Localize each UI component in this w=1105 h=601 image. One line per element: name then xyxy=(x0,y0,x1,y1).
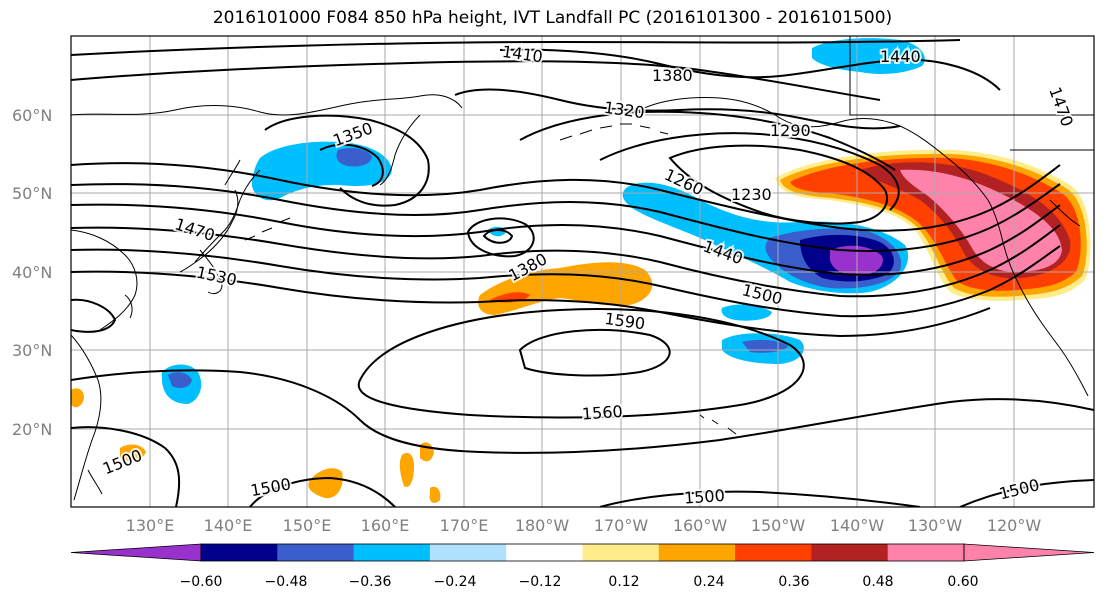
lon-tick-label: 130°E xyxy=(126,516,175,535)
colorbar-segment xyxy=(506,544,583,561)
colorbar-segment xyxy=(658,544,736,561)
lon-tick-label: 130°W xyxy=(908,516,963,535)
colorbar-segment xyxy=(735,544,812,561)
contour-label: 1560 xyxy=(581,402,623,424)
coastlines xyxy=(71,36,1094,501)
colorbar-tick-label: −0.36 xyxy=(349,574,392,590)
lon-tick-label: 150°W xyxy=(751,516,806,535)
lon-tick-label: 170°W xyxy=(594,516,649,535)
contour-labels: 1410 1380 1440 1350 1320 1290 1260 1230 … xyxy=(98,40,1079,510)
colorbar-tick-label: 0.24 xyxy=(693,574,724,590)
colorbar-labels: −0.60 −0.48 −0.36 −0.24 −0.12 0.12 0.24 … xyxy=(180,574,979,590)
lat-tick-label: 50°N xyxy=(12,184,52,203)
lat-tick-label: 40°N xyxy=(12,263,52,282)
lon-tick-label: 150°E xyxy=(283,516,332,535)
colorbar xyxy=(70,543,1095,562)
colorbar-tick-label: −0.24 xyxy=(434,574,477,590)
colorbar-segment xyxy=(811,544,889,561)
lon-tick-label: 140°W xyxy=(830,516,885,535)
colorbar-extend-high xyxy=(963,543,1095,562)
lon-tick-label: 120°W xyxy=(987,516,1042,535)
contour-label: 1500 xyxy=(683,486,725,508)
map-title: 2016101000 F084 850 hPa height, IVT Land… xyxy=(212,8,893,28)
ivt-shading xyxy=(71,38,1091,503)
contour-label: 1440 xyxy=(880,47,921,66)
colorbar-tick-label: 0.48 xyxy=(862,574,893,590)
colorbar-segment xyxy=(887,544,965,561)
lon-tick-label: 180°W xyxy=(515,516,570,535)
contour-label: 1380 xyxy=(652,66,693,85)
map-border xyxy=(70,35,1095,508)
colorbar-tick-label: 0.36 xyxy=(778,574,809,590)
lat-tick-label: 60°N xyxy=(12,106,52,125)
colorbar-outline xyxy=(200,543,965,562)
lon-tick-label: 140°E xyxy=(204,516,253,535)
colorbar-segment xyxy=(353,544,431,561)
colorbar-extend-low xyxy=(70,543,202,562)
longitude-axis: 130°E 140°E 150°E 160°E 170°E 180°W 170°… xyxy=(126,516,1042,535)
colorbar-segment xyxy=(582,544,660,561)
colorbar-segment xyxy=(429,544,507,561)
colorbar-tick-label: −0.48 xyxy=(265,574,308,590)
lat-tick-label: 20°N xyxy=(12,420,52,439)
colorbar-segment xyxy=(277,544,355,561)
colorbar-tick-label: 0.60 xyxy=(947,574,978,590)
lon-tick-label: 170°E xyxy=(440,516,489,535)
lat-tick-label: 30°N xyxy=(12,341,52,360)
lon-tick-label: 160°E xyxy=(361,516,410,535)
latitude-axis: 60°N 50°N 40°N 30°N 20°N xyxy=(12,106,52,439)
contour-label: 1290 xyxy=(770,121,811,140)
contour-label: 1230 xyxy=(731,185,772,204)
colorbar-tick-label: 0.12 xyxy=(608,574,639,590)
colorbar-tick-label: −0.60 xyxy=(180,574,223,590)
height-contours xyxy=(71,39,1094,507)
colorbar-tick-label: −0.12 xyxy=(519,574,562,590)
colorbar-segment xyxy=(201,544,278,561)
lon-tick-label: 160°W xyxy=(673,516,728,535)
